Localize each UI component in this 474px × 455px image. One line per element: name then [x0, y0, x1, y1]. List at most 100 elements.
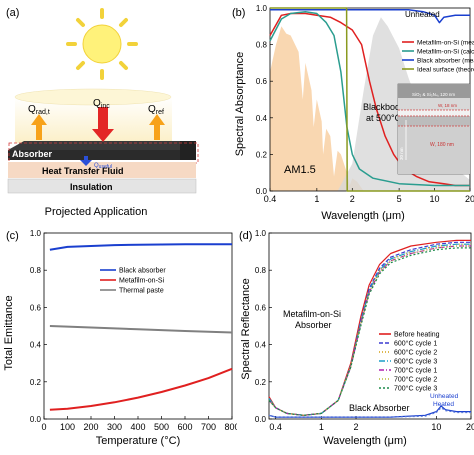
panel-c-label: (c) — [6, 230, 19, 242]
panel-a-caption: Projected Application — [45, 206, 148, 218]
panel-c-ytick-label: 0.6 — [30, 303, 42, 312]
sun-icon — [66, 8, 138, 80]
panel-c-xtick-label: 600 — [177, 422, 192, 432]
panel-c-xtick-label: 300 — [107, 422, 122, 432]
inset-scale: 30 nm — [399, 147, 404, 160]
panel-b-legend-label: Ideal surface (theoretical) — [417, 67, 474, 74]
panel-b-ytick-label: 0.6 — [256, 77, 268, 86]
panel-b-ytick-label: 0.4 — [256, 114, 268, 123]
panel-b-series-line-3 — [270, 9, 470, 24]
q-ref-label: Qref — [148, 104, 164, 116]
annotation-unheated-d: Unheated — [430, 393, 459, 400]
panel-d-series-line-5 — [268, 245, 471, 416]
panel-b-legend-label: Metafilm-on-Si (measured) — [417, 40, 474, 47]
annotation-metafilm: Metafilm-on-Si — [283, 309, 341, 319]
useful-arrow-icon — [80, 156, 92, 166]
reflected-arrow-icon — [149, 114, 165, 140]
panel-c-xtick-label: 800 — [224, 422, 237, 432]
panel-c-xtick-label: 500 — [154, 422, 169, 432]
panel-a-label: (a) — [6, 7, 19, 19]
panel-d-ytick-label: 1.0 — [255, 229, 267, 238]
incident-arrow-icon — [92, 107, 114, 142]
panel-c-series-line-2 — [49, 367, 233, 411]
panel-d-xtick-label: 1 — [319, 422, 324, 432]
panel-d-chart: (d) 0.4 1 2 10 20 0.0 0.2 0.4 0.6 0.8 1.0 Before h… — [239, 229, 474, 447]
sem-inset-image — [397, 83, 471, 175]
receiver-cylinder — [14, 88, 172, 148]
panel-c-ytick-label: 0.8 — [30, 266, 42, 275]
panel-c-xlabel: Temperature (°C) — [96, 435, 180, 447]
panel-d-series-line-6 — [268, 245, 471, 416]
q-useful-label: Quseful — [94, 163, 112, 170]
annotation-black-absorber: Black Absorber — [349, 403, 410, 413]
panel-b-xtick-label: 5 — [397, 194, 402, 204]
panel-b-xtick-label: 20 — [465, 194, 474, 204]
panel-b-series-line-2 — [269, 10, 470, 187]
panel-d-xtick-label: 10 — [431, 422, 441, 432]
panel-d-ytick-label: 0.8 — [255, 266, 267, 275]
panel-c-axes: 0 100 200 300 400 500 600 700 800 0.0 0.2 0.4 0.6 0.8… — [30, 229, 240, 432]
annotation-blackbody-temp: at 500°C — [366, 113, 402, 123]
panel-b-series-line-4 — [270, 7, 470, 192]
panel-d-series — [268, 239, 471, 418]
panel-d-xtick-label: 0.4 — [269, 422, 282, 432]
annotation-unheated: Unheated — [405, 10, 440, 19]
panel-b-ylabel: Spectral Absorptance — [234, 52, 246, 157]
panel-b-xtick-label: 1 — [314, 194, 319, 204]
panel-b-legend-label: Black absorber (measured) — [417, 58, 474, 65]
panel-b-legend: Metafilm-on-Si (measured) Metafilm-on-Si … — [402, 40, 474, 74]
annotation-absorber: Absorber — [295, 320, 332, 330]
inset-layer3: W, 180 nm — [430, 142, 454, 148]
panel-c-legend: Black absorber Metafilm-on-Si Thermal past… — [100, 268, 166, 295]
panel-d-legend-label: 700°C cycle 1 — [394, 367, 437, 375]
panel-d-series-line-7 — [268, 247, 471, 416]
panel-b-xtick-label: 0.4 — [264, 194, 277, 204]
annotation-heated-d: Heated — [433, 401, 454, 408]
panel-d-ytick-label: 0.2 — [255, 378, 267, 387]
insulation-label: Insulation — [70, 182, 113, 192]
panel-d-legend-label: 600°C cycle 3 — [394, 358, 437, 366]
panel-c-ylabel: Total Emittance — [3, 295, 15, 370]
panel-d-series-line-9 — [268, 407, 471, 418]
panel-c-xtick-label: 0 — [41, 422, 46, 432]
panel-b-chart: (b) 0.4 1 2 5 10 20 0.0 0.2 0.4 0.6 0.8 1.0 Spectra… — [232, 4, 474, 222]
insulation-layer — [7, 178, 197, 194]
panel-d-xtick-label: 20 — [466, 422, 474, 432]
panel-d-legend-label: 600°C cycle 2 — [394, 349, 437, 357]
panel-c-xtick-label: 400 — [130, 422, 145, 432]
panel-d-legend-label: Before heating — [394, 332, 440, 339]
panel-d: (d) 0.4 1 2 10 20 0.0 0.2 0.4 0.6 0.8 1.0 Before h… — [237, 225, 474, 450]
panel-b-series-line-1 — [269, 12, 470, 187]
q-inc-label: Qinc — [93, 98, 110, 110]
q-rad-label: Qrad,t — [28, 104, 50, 116]
panel-c-legend-label: Metafilm-on-Si — [119, 278, 165, 285]
inset-layer2: W, 18 nm — [438, 103, 457, 108]
panel-d-xlabel: Wavelength (μm) — [323, 435, 407, 447]
panel-c-chart: (c) 0 100 200 300 400 500 600 700 800 0.0 0.2 0.4 0.… — [3, 229, 240, 447]
panel-d-legend-label: 700°C cycle 2 — [394, 376, 437, 384]
panel-b-label: (b) — [232, 7, 245, 19]
panel-b-xtick-label: 10 — [430, 194, 440, 204]
panel-b-xlabel: Wavelength (μm) — [321, 210, 405, 222]
panel-b-xtick-label: 2 — [350, 194, 355, 204]
panel-a-diagram: (a) — [6, 7, 199, 218]
panel-d-series-line-8 — [268, 405, 471, 418]
panel-b: (b) 0.4 1 2 5 10 20 0.0 0.2 0.4 0.6 0.8 1.0 Spectra… — [230, 0, 474, 225]
panel-b-ytick-label: 0.2 — [256, 150, 268, 159]
annotation-blackbody: Blackbody — [363, 102, 405, 112]
panel-d-label: (d) — [239, 230, 252, 242]
panel-d-xtick-label: 2 — [354, 422, 359, 432]
panel-b-ytick-label: 1.0 — [256, 4, 268, 13]
panel-d-series-line-2 — [268, 241, 471, 416]
htf-layer — [8, 162, 196, 178]
panel-b-legend-label: Metafilm-on-Si (calculated) — [417, 49, 474, 56]
panel-c-series — [49, 243, 233, 411]
panel-c-legend-label: Black absorber — [119, 268, 166, 275]
panel-c-xtick-label: 200 — [83, 422, 98, 432]
panel-c-xtick-label: 100 — [60, 422, 75, 432]
inset-layer1: SiO₂ & Si₃N₄, 120 nm — [412, 92, 455, 97]
panel-c-legend-label: Thermal paste — [119, 288, 164, 295]
panel-d-legend-label: 600°C cycle 1 — [394, 340, 437, 348]
panel-c-ytick-label: 0.2 — [30, 378, 42, 387]
panel-d-ytick-label: 0.6 — [255, 303, 267, 312]
